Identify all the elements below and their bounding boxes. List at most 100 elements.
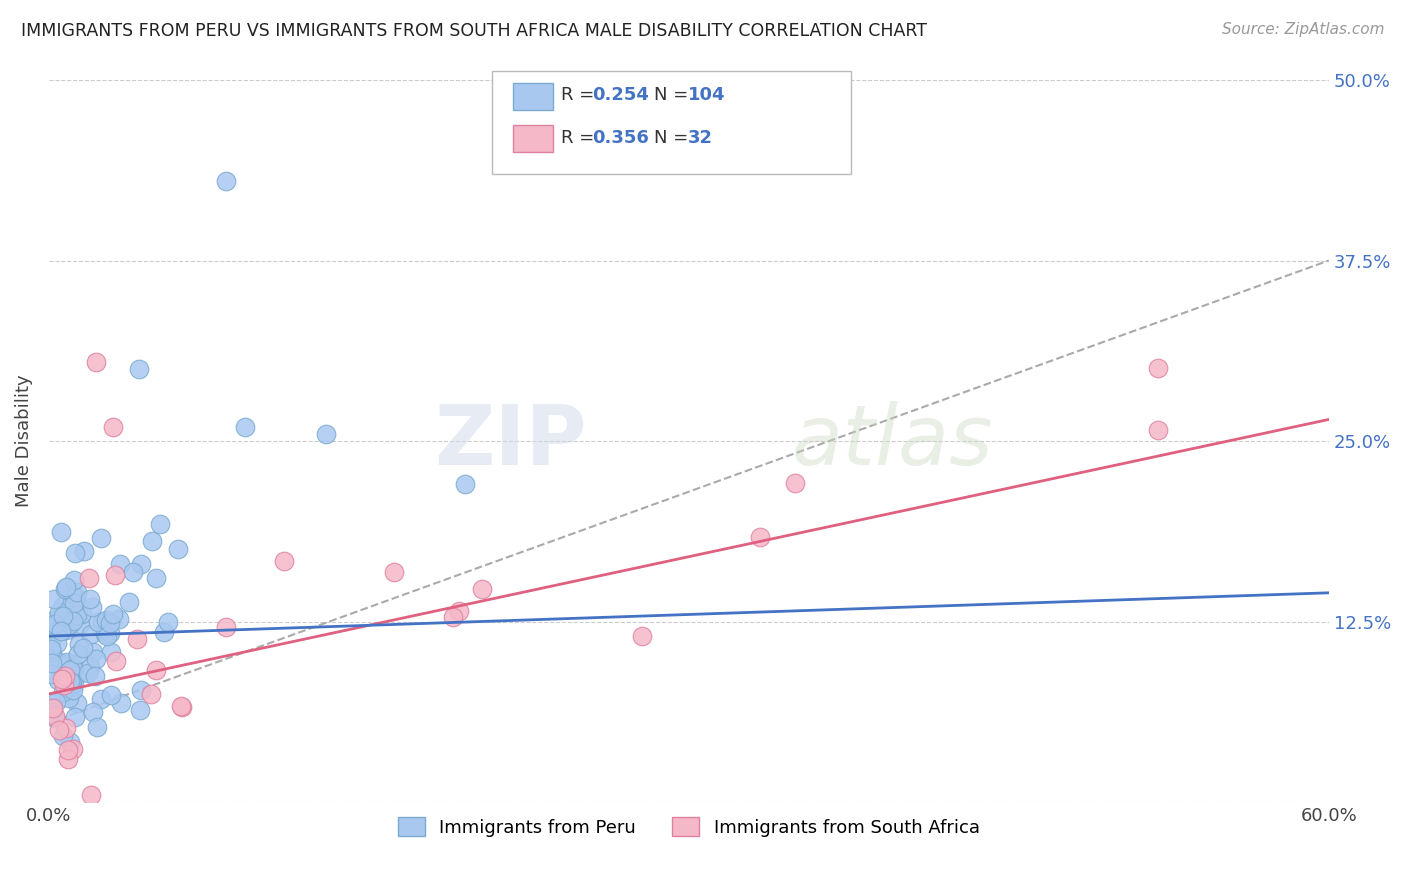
Point: [98, 615, 121, 630]
Text: 0.356: 0.356: [592, 129, 648, 147]
Point: [56, 681, 79, 695]
Point: [67, 637, 90, 651]
Point: [45, 636, 67, 650]
Point: [39, 667, 62, 681]
Point: [45, 695, 67, 709]
Point: [149, 516, 172, 531]
Point: [87, 615, 110, 630]
Legend: Immigrants from Peru, Immigrants from South Africa: Immigrants from Peru, Immigrants from So…: [391, 810, 987, 844]
Text: R =: R =: [561, 129, 600, 147]
Point: [783, 475, 806, 490]
Point: [44, 711, 66, 725]
Point: [56, 657, 79, 671]
Text: IMMIGRANTS FROM PERU VS IMMIGRANTS FROM SOUTH AFRICA MALE DISABILITY CORRELATION: IMMIGRANTS FROM PERU VS IMMIGRANTS FROM …: [21, 22, 927, 40]
Point: [58, 677, 80, 691]
Point: [129, 703, 152, 717]
Point: [80, 627, 103, 641]
Point: [53, 678, 76, 692]
Point: [145, 664, 167, 678]
Point: [82, 645, 104, 659]
Point: [52, 599, 75, 613]
Point: [58, 690, 80, 705]
Point: [82, 599, 104, 614]
Point: [90, 692, 112, 706]
Point: [58, 752, 80, 766]
Text: 104: 104: [688, 87, 725, 104]
Point: [66, 647, 89, 661]
Point: [70, 607, 93, 621]
Point: [129, 557, 152, 571]
Point: [86, 720, 108, 734]
Point: [62, 614, 84, 628]
Point: [51, 624, 73, 638]
Point: [125, 632, 148, 646]
Point: [105, 654, 128, 668]
Point: [63, 710, 86, 724]
Text: 0.254: 0.254: [592, 87, 648, 104]
Point: [39, 642, 62, 657]
Point: [53, 669, 76, 683]
Point: [62, 682, 84, 697]
Point: [108, 612, 131, 626]
Point: [233, 419, 256, 434]
Point: [90, 531, 112, 545]
Point: [39, 635, 62, 649]
Point: [166, 541, 188, 556]
Point: [59, 617, 82, 632]
Point: [1147, 361, 1170, 376]
Point: [62, 573, 84, 587]
Point: [39, 699, 62, 714]
Point: [55, 605, 77, 619]
Point: [98, 626, 121, 640]
Text: atlas: atlas: [792, 401, 993, 482]
Point: [100, 688, 122, 702]
Point: [128, 362, 150, 376]
Point: [66, 585, 89, 599]
Point: [77, 570, 100, 584]
Point: [60, 676, 83, 690]
Point: [76, 665, 98, 680]
Point: [84, 354, 107, 368]
Point: [79, 591, 101, 606]
Point: [172, 699, 194, 714]
Point: [382, 565, 405, 579]
Point: [72, 640, 94, 655]
Point: [66, 696, 89, 710]
Point: [214, 620, 236, 634]
Point: [46, 615, 69, 630]
Point: [153, 625, 176, 640]
Text: N =: N =: [654, 87, 693, 104]
Point: [80, 788, 103, 802]
Point: [315, 426, 337, 441]
Point: [55, 580, 77, 594]
Point: [55, 656, 77, 670]
Point: [273, 554, 295, 568]
Point: [44, 613, 66, 627]
Point: [83, 669, 105, 683]
Point: [91, 615, 114, 629]
Point: [58, 742, 80, 756]
Point: [51, 672, 73, 686]
Point: [103, 607, 125, 621]
Point: [44, 617, 66, 632]
Text: Source: ZipAtlas.com: Source: ZipAtlas.com: [1222, 22, 1385, 37]
Point: [52, 609, 75, 624]
Point: [55, 721, 77, 735]
Point: [118, 595, 141, 609]
Point: [141, 534, 163, 549]
Point: [631, 629, 654, 643]
Point: [65, 590, 87, 604]
Point: [145, 571, 167, 585]
Point: [41, 624, 63, 638]
Point: [101, 419, 124, 434]
Point: [454, 477, 477, 491]
Point: [53, 673, 76, 688]
Point: [41, 656, 63, 670]
Point: [46, 673, 69, 688]
Point: [94, 627, 117, 641]
Point: [471, 582, 494, 596]
Point: [60, 586, 83, 600]
Point: [42, 701, 65, 715]
Point: [48, 605, 70, 619]
Text: 32: 32: [688, 129, 713, 147]
